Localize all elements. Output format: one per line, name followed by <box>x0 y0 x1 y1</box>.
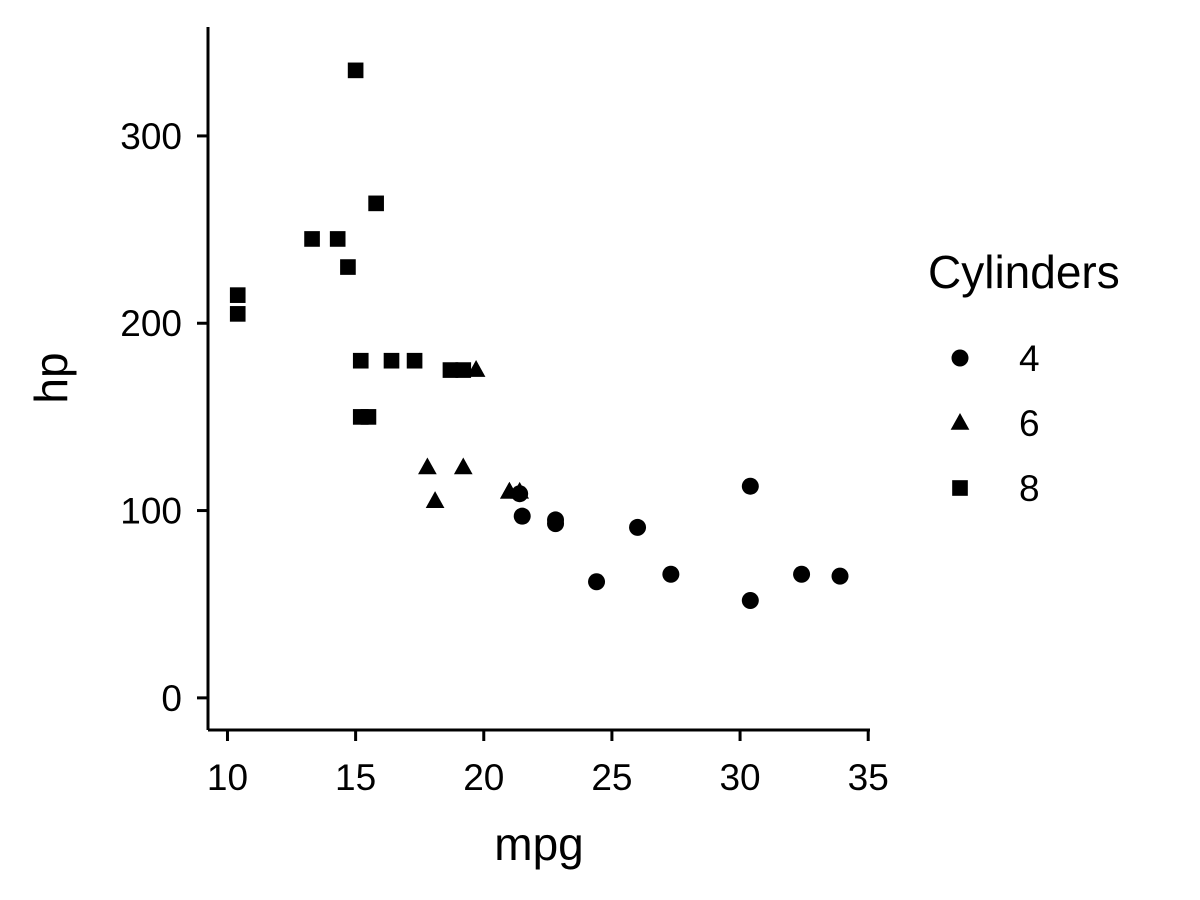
x-tick-label: 10 <box>207 757 248 798</box>
legend: Cylinders 4 6 8 <box>928 246 1120 509</box>
point-cyl-4 <box>629 518 647 536</box>
point-cyl-6 <box>425 491 445 508</box>
y-tick-label: 0 <box>161 678 182 719</box>
point-cyl-8 <box>406 352 423 369</box>
legend-label-8: 8 <box>1019 468 1040 509</box>
point-cyl-6 <box>418 457 437 475</box>
legend-title: Cylinders <box>928 246 1120 298</box>
point-cyl-6 <box>453 457 473 475</box>
x-tick-label: 30 <box>719 757 760 798</box>
point-cyl-8 <box>442 362 459 378</box>
point-cyl-4 <box>513 507 531 525</box>
y-tick-label: 300 <box>120 116 182 157</box>
point-cyl-4 <box>662 565 680 583</box>
point-cyl-8 <box>340 259 356 275</box>
x-tick-label: 20 <box>463 757 504 798</box>
legend-label-6: 6 <box>1019 403 1040 444</box>
legend-key-6 <box>950 412 970 430</box>
x-tick-label: 15 <box>335 757 376 798</box>
point-cyl-4 <box>547 511 565 529</box>
axes <box>206 27 870 732</box>
legend-label-4: 4 <box>1019 338 1040 379</box>
y-axis-ticks: 0 100 200 300 <box>120 116 208 719</box>
legend-key-4 <box>951 349 969 367</box>
x-axis-ticks: 10 15 20 25 30 35 <box>207 730 889 798</box>
y-tick-label: 200 <box>120 303 182 344</box>
point-cyl-4 <box>741 591 759 609</box>
point-cyl-8 <box>347 62 364 79</box>
point-cyl-4 <box>588 573 606 591</box>
point-cyl-6 <box>510 481 529 499</box>
y-axis-title: hp <box>25 352 77 403</box>
point-cyl-4 <box>741 477 759 495</box>
point-cyl-4 <box>793 565 811 583</box>
y-tick-label: 100 <box>120 491 182 532</box>
x-tick-label: 35 <box>848 757 889 798</box>
x-axis-title: mpg <box>494 818 583 870</box>
point-cyl-8 <box>352 352 369 369</box>
point-cyl-6 <box>466 360 486 377</box>
legend-key-8 <box>952 480 968 496</box>
point-cyl-8 <box>383 352 400 369</box>
point-cyl-8 <box>455 362 472 378</box>
x-tick-label: 25 <box>591 757 632 798</box>
point-cyl-8 <box>329 231 346 247</box>
point-cyl-4 <box>831 567 849 585</box>
point-cyl-8 <box>229 287 246 303</box>
plot-area <box>229 62 849 609</box>
point-cyl-8 <box>304 231 320 247</box>
point-cyl-8 <box>352 409 369 425</box>
point-cyl-8 <box>368 195 384 212</box>
point-cyl-8 <box>229 306 246 322</box>
